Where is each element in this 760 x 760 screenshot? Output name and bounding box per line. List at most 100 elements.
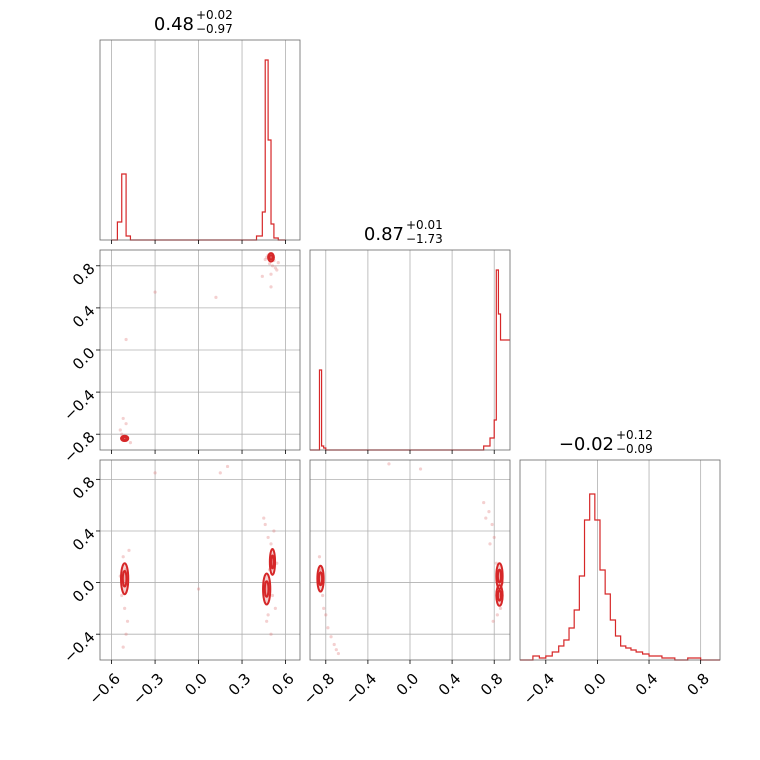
y-tick-label: −0.4 <box>60 628 98 666</box>
contour-inner <box>270 554 275 570</box>
contour-inner <box>268 254 274 261</box>
scatter-point <box>196 587 201 591</box>
scatter-point <box>317 555 322 559</box>
histogram-2 <box>310 269 510 451</box>
x-tick-label: 0.0 <box>181 670 211 700</box>
title-value: 0.48 <box>154 14 194 35</box>
scatter-point <box>418 467 423 471</box>
scatter-point <box>121 645 125 649</box>
scatter-point <box>120 593 124 598</box>
scatter-point <box>324 613 328 617</box>
x-tick-label: −0.4 <box>520 670 558 708</box>
title-value: −0.02 <box>559 434 614 455</box>
x-tick-label: 0.4 <box>435 670 465 700</box>
scatter-point <box>128 441 133 445</box>
scatter-point <box>482 500 486 505</box>
scatter-point <box>260 274 264 278</box>
scatter-point <box>272 529 276 533</box>
contour-inner <box>496 568 503 584</box>
contour <box>316 564 325 593</box>
contour-inner <box>496 589 503 602</box>
scatter-point <box>262 516 266 520</box>
scatter-point <box>488 542 492 546</box>
scatter-point <box>387 462 391 466</box>
title-minus: −0.97 <box>196 22 233 36</box>
y-tick-label: −0.8 <box>60 428 98 466</box>
scatter-point <box>273 266 277 270</box>
panel-title-2: 0.87 +0.01−1.73 <box>364 218 443 246</box>
scatter-point <box>484 516 488 520</box>
title-plus: +0.01 <box>406 218 443 232</box>
title-minus: −0.09 <box>616 442 653 456</box>
scatter-point <box>270 264 275 268</box>
x-tick-label: 0.8 <box>683 670 713 700</box>
text-layer: −0.6 −0.3 0.0 0.3 0.6 −0.8 −0.4 0.0 0.4 0.8 −0.4 0.… <box>60 8 713 708</box>
panel-title-1: 0.48 +0.02−0.97 <box>154 8 233 36</box>
scatter-point <box>491 619 495 623</box>
scatter-point <box>332 642 336 647</box>
scatter-point <box>127 548 131 552</box>
scatter-point <box>269 632 273 636</box>
scatter-point <box>275 268 279 272</box>
scatter-point <box>121 416 125 421</box>
scatter-point <box>492 535 496 540</box>
scatter-point <box>266 535 270 540</box>
contour-inner <box>317 571 324 587</box>
x-tick-label: 0.0 <box>393 670 423 700</box>
scatter-point <box>321 593 325 598</box>
histogram-1 <box>111 59 286 241</box>
scatter-point <box>329 635 333 639</box>
scatter-point <box>124 337 128 342</box>
scatter-point <box>267 262 272 266</box>
scatter-point <box>322 606 326 610</box>
contour <box>495 562 504 591</box>
panel-frame <box>99 459 301 661</box>
scatter-point <box>265 619 269 623</box>
contour-inner <box>263 580 270 598</box>
scatter-point <box>490 522 494 527</box>
scatter-point <box>118 428 122 432</box>
title-minus: −1.73 <box>406 232 443 246</box>
y-tick-label: 0.4 <box>69 302 99 332</box>
title-value: 0.87 <box>364 224 404 245</box>
scatter-point <box>120 432 124 436</box>
x-tick-label: 0.3 <box>225 670 255 700</box>
x-tick-label: −0.8 <box>300 670 338 708</box>
y-tick-label: 0.0 <box>69 576 99 606</box>
scatter-point <box>266 613 270 617</box>
scatter-point <box>214 295 218 299</box>
scatter-point <box>336 651 341 656</box>
scatter-point <box>263 257 267 262</box>
contour <box>262 572 272 606</box>
contour-inner <box>121 569 128 588</box>
scatter-point <box>124 632 128 636</box>
x-tick-label: 0.8 <box>477 670 507 700</box>
title-plus: +0.12 <box>616 428 653 442</box>
y-tick-label: −0.4 <box>60 386 98 424</box>
histogram-3 <box>520 493 720 661</box>
x-tick-label: 0.6 <box>268 670 298 700</box>
contour <box>120 562 130 596</box>
contour-inner <box>121 436 128 441</box>
scatter-point <box>269 285 273 289</box>
x-tick-label: 0.4 <box>632 670 662 700</box>
scatter-point <box>318 568 323 572</box>
scatter-point <box>218 471 222 475</box>
scatter-point <box>153 471 157 475</box>
x-tick-label: −0.4 <box>342 670 380 708</box>
scatter-point <box>270 593 275 598</box>
panel-title-3: −0.02 +0.12−0.09 <box>559 428 653 456</box>
scatter-point <box>498 606 503 610</box>
scatter-point <box>153 290 157 294</box>
x-tick-label: 0.0 <box>580 670 610 700</box>
scatter-point <box>269 272 273 276</box>
y-tick-label: 0.8 <box>69 473 99 503</box>
scatter-point <box>125 619 130 623</box>
panel-frame <box>519 459 721 661</box>
panel-frame <box>99 39 301 241</box>
frame-layer <box>96 39 721 664</box>
x-tick-label: −0.3 <box>129 670 167 708</box>
scatter-point <box>123 606 127 610</box>
title-plus: +0.02 <box>196 8 233 22</box>
